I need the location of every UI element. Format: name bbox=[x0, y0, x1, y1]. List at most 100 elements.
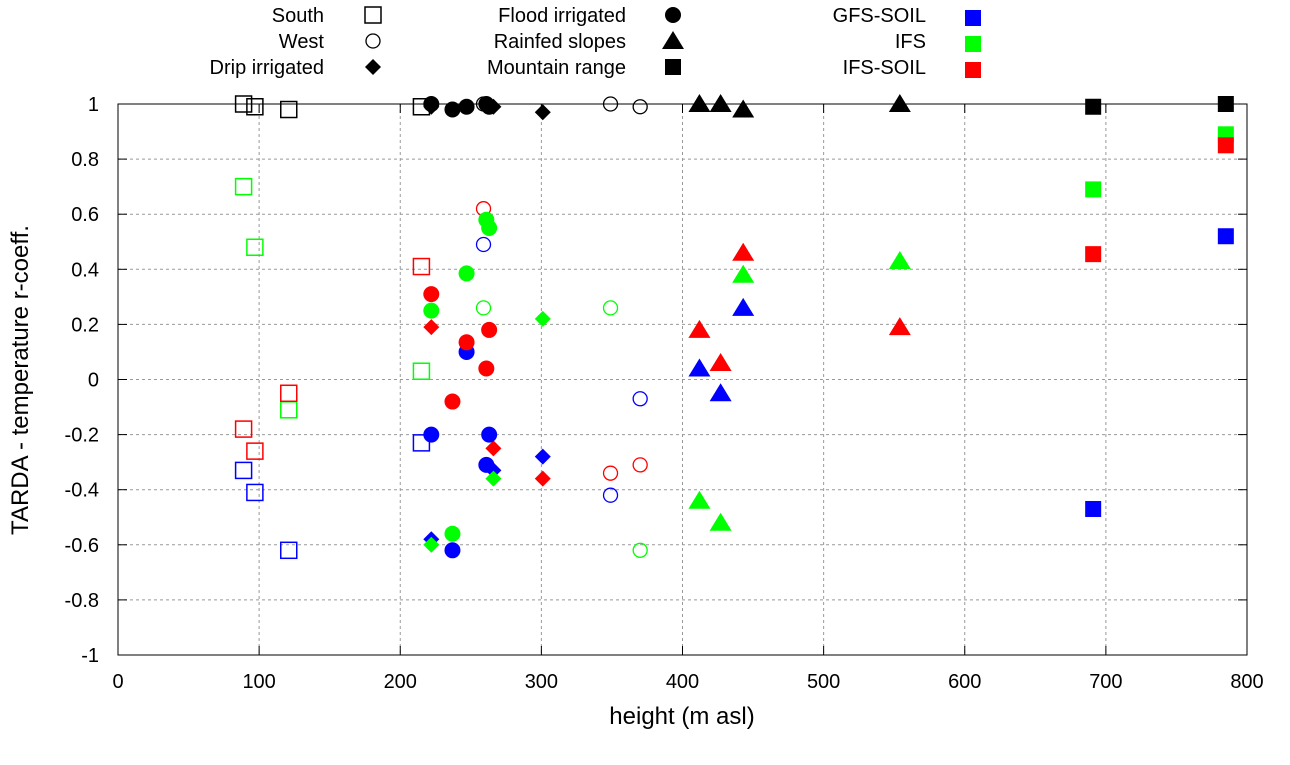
y-tick-label: 0.2 bbox=[71, 314, 99, 336]
legend-label: Flood irrigated bbox=[498, 5, 626, 27]
legend-label: Drip irrigated bbox=[210, 57, 324, 79]
x-tick-label: 100 bbox=[242, 671, 275, 693]
y-tick-label: 0 bbox=[88, 370, 99, 392]
y-axis-label: TARDA - temperature r-coeff. bbox=[7, 225, 34, 535]
data-point-ifs-soil bbox=[632, 457, 648, 473]
y-tick-label: 0.4 bbox=[71, 259, 99, 281]
data-point-ifs-soil bbox=[246, 442, 264, 460]
data-point-black bbox=[481, 98, 498, 115]
data-point-ifs-soil bbox=[481, 321, 498, 338]
data-point-ifs-soil bbox=[602, 465, 619, 481]
legend-label: South bbox=[272, 5, 324, 27]
data-point-black bbox=[888, 94, 911, 112]
y-tick-label: -0.8 bbox=[65, 590, 99, 612]
data-point-gfs-soil bbox=[475, 236, 492, 253]
data-points bbox=[234, 94, 1234, 560]
legend: South West Drip irrigated Flood irrigated Ra… bbox=[210, 5, 981, 79]
data-point-black bbox=[1085, 98, 1102, 115]
legend-marker-square bbox=[665, 59, 681, 75]
legend-marker-open-square bbox=[364, 6, 382, 24]
data-point-ifs bbox=[732, 264, 755, 283]
data-point-ifs bbox=[688, 490, 711, 509]
legend-color-swatch bbox=[965, 10, 981, 26]
data-point-black bbox=[632, 99, 648, 115]
data-point-ifs-soil bbox=[485, 440, 502, 457]
legend-marker-triangle bbox=[662, 31, 684, 49]
data-point-gfs-soil bbox=[1217, 228, 1234, 245]
data-point-gfs-soil bbox=[688, 358, 711, 377]
data-point-ifs bbox=[709, 512, 732, 531]
grid bbox=[118, 104, 1247, 655]
axis-ticks: 0 100 200 300 400 500 600 700 800 -1 -0.8 -0.6 -0.4 -… bbox=[65, 94, 1264, 693]
legend-marker-open-circle bbox=[365, 33, 381, 49]
data-point-ifs-soil bbox=[1217, 137, 1234, 154]
legend-marker-circle bbox=[665, 7, 681, 23]
data-point-gfs-soil bbox=[234, 461, 253, 480]
legend-marker-diamond bbox=[365, 59, 381, 75]
data-point-black bbox=[423, 96, 440, 112]
data-point-ifs-soil bbox=[458, 334, 475, 351]
x-tick-label: 800 bbox=[1230, 671, 1263, 693]
data-point-black bbox=[246, 98, 264, 116]
y-tick-label: 0.8 bbox=[71, 149, 99, 171]
data-point-black bbox=[1217, 96, 1234, 112]
legend-color-swatch bbox=[965, 62, 981, 78]
y-tick-label: -0.6 bbox=[65, 535, 99, 557]
data-point-black bbox=[602, 96, 619, 112]
data-point-ifs bbox=[1085, 181, 1102, 198]
data-point-ifs-soil bbox=[534, 470, 551, 487]
y-tick-label: 1 bbox=[88, 94, 99, 116]
data-point-black bbox=[688, 94, 711, 112]
legend-color-swatch bbox=[965, 36, 981, 52]
data-point-gfs-soil bbox=[481, 426, 498, 443]
data-point-gfs-soil bbox=[709, 383, 732, 402]
data-point-ifs-soil bbox=[280, 384, 298, 403]
x-tick-label: 700 bbox=[1089, 671, 1122, 693]
data-point-ifs-soil bbox=[732, 242, 755, 261]
data-point-ifs bbox=[280, 401, 298, 419]
data-point-gfs-soil bbox=[478, 456, 495, 473]
data-point-gfs-soil bbox=[280, 541, 298, 560]
data-point-black bbox=[280, 100, 298, 119]
data-point-ifs-soil bbox=[688, 319, 711, 338]
data-point-gfs-soil bbox=[412, 434, 431, 452]
data-point-ifs bbox=[632, 542, 648, 558]
y-tick-label: -1 bbox=[81, 645, 99, 667]
data-point-ifs-soil bbox=[709, 352, 732, 371]
legend-label: IFS bbox=[895, 31, 926, 53]
data-point-ifs-soil bbox=[423, 319, 440, 336]
data-point-ifs-soil bbox=[234, 420, 253, 438]
y-tick-label: -0.4 bbox=[65, 480, 99, 502]
data-point-black bbox=[458, 98, 475, 115]
data-point-ifs-soil bbox=[412, 257, 431, 276]
legend-label: West bbox=[279, 31, 325, 53]
data-point-black bbox=[534, 104, 551, 121]
x-tick-label: 600 bbox=[948, 671, 981, 693]
data-point-ifs bbox=[534, 310, 551, 327]
data-point-gfs-soil bbox=[732, 297, 755, 316]
legend-label: Mountain range bbox=[487, 57, 626, 79]
data-point-ifs bbox=[423, 536, 440, 553]
data-point-gfs-soil bbox=[246, 483, 264, 502]
y-tick-label: -0.2 bbox=[65, 425, 99, 447]
data-point-ifs bbox=[475, 300, 492, 316]
x-axis-label: height (m asl) bbox=[609, 703, 754, 730]
data-point-gfs-soil bbox=[602, 487, 619, 503]
legend-label: Rainfed slopes bbox=[494, 31, 626, 53]
data-point-ifs bbox=[888, 251, 911, 270]
data-point-ifs bbox=[444, 525, 461, 542]
data-point-ifs bbox=[481, 219, 498, 236]
data-point-black bbox=[234, 95, 253, 113]
x-tick-label: 300 bbox=[525, 671, 558, 693]
data-point-ifs-soil bbox=[478, 360, 495, 377]
data-point-ifs bbox=[423, 302, 440, 319]
data-point-ifs bbox=[485, 470, 502, 487]
data-point-ifs bbox=[458, 265, 475, 282]
data-point-gfs-soil bbox=[423, 426, 440, 443]
data-point-ifs-soil bbox=[1085, 246, 1102, 263]
data-point-ifs bbox=[246, 238, 264, 257]
x-tick-label: 400 bbox=[666, 671, 699, 693]
data-point-black bbox=[732, 99, 755, 118]
data-point-ifs-soil bbox=[444, 393, 461, 410]
